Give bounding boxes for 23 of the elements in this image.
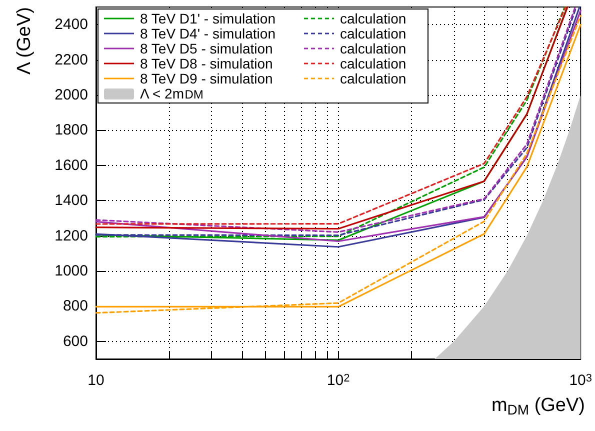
legend-label: 8 TeV D8 - simulation	[140, 56, 273, 72]
legend-label: calculation	[340, 10, 406, 26]
y-tick-label: 1400	[54, 192, 88, 210]
legend-label: Λ < 2mDM	[140, 86, 204, 102]
y-tick-label: 2000	[54, 86, 88, 104]
legend-label: 8 TeV D5 - simulation	[140, 40, 273, 56]
legend-label: 8 TeV D4' - simulation	[140, 26, 276, 42]
legend-label: calculation	[340, 70, 406, 86]
y-tick-label: 2400	[54, 16, 88, 34]
legend-label: calculation	[340, 56, 406, 72]
legend-label: calculation	[340, 40, 406, 56]
y-axis-title: Λ (GeV)	[14, 7, 35, 75]
y-tick-label: 1800	[54, 122, 88, 139]
y-tick-label: 600	[62, 332, 88, 350]
y-tick-label: 1200	[54, 227, 88, 244]
y-tick-label: 800	[62, 298, 88, 315]
y-tick-label: 2200	[54, 51, 88, 68]
legend-label: 8 TeV D9 - simulation	[140, 70, 273, 86]
legend-label: 8 TeV D1' - simulation	[140, 10, 276, 26]
y-tick-label: 1600	[54, 156, 88, 174]
x-tick-label: 10	[88, 372, 104, 389]
y-tick-label: 1000	[54, 262, 88, 280]
legend-label: calculation	[340, 26, 406, 42]
